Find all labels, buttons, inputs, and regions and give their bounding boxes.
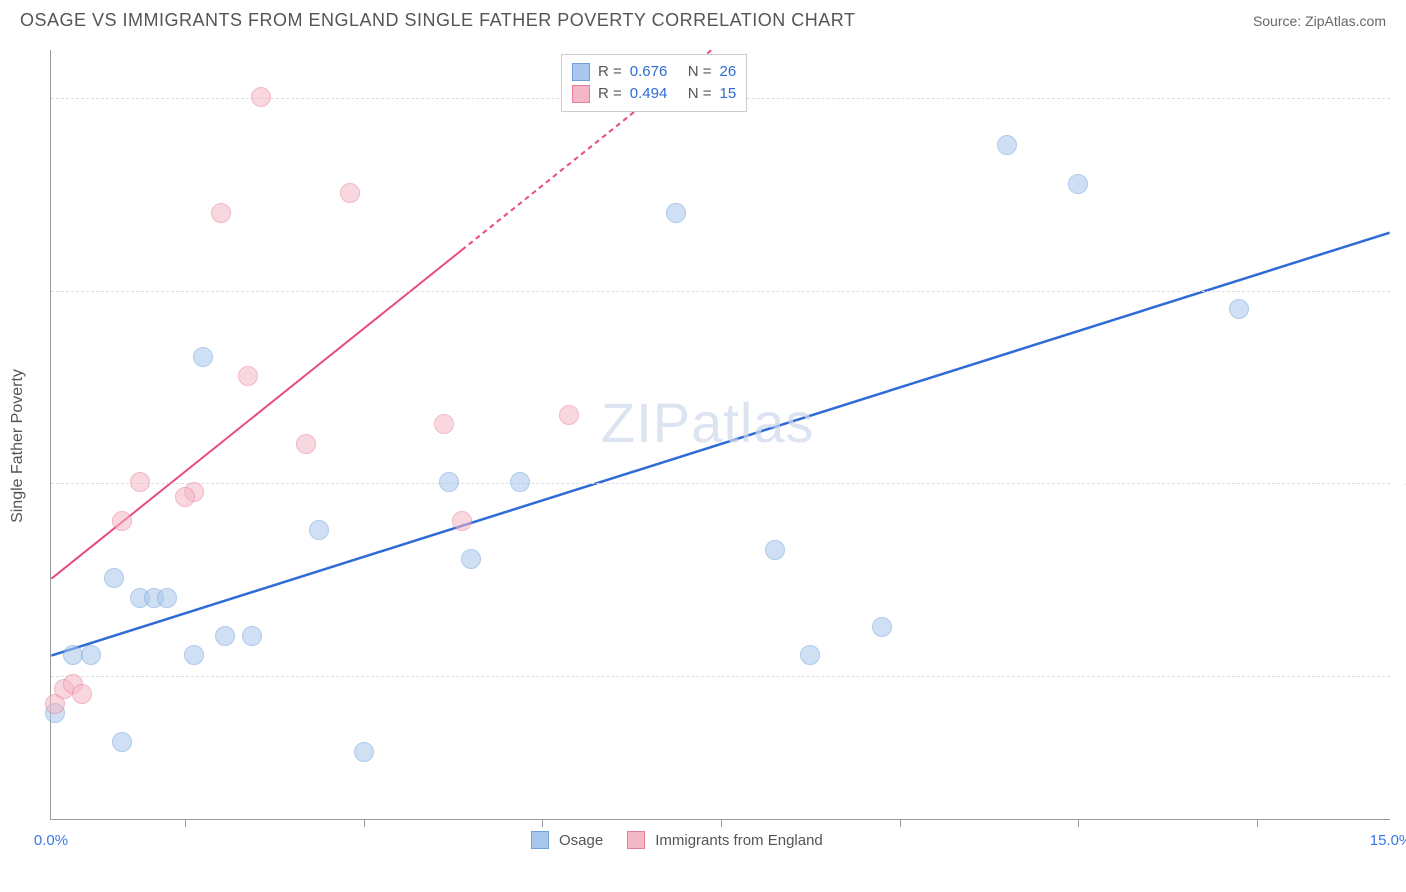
x-tick	[721, 819, 722, 827]
data-point	[309, 520, 329, 540]
source-name: ZipAtlas.com	[1305, 13, 1386, 29]
n-value: 26	[720, 61, 737, 83]
x-tick	[542, 819, 543, 827]
n-value: 15	[720, 83, 737, 105]
r-label: R =	[598, 61, 622, 83]
data-point	[242, 626, 262, 646]
data-point	[1068, 174, 1088, 194]
data-point	[997, 135, 1017, 155]
data-point	[765, 540, 785, 560]
data-point	[510, 472, 530, 492]
watermark: ZIPatlas	[601, 390, 814, 455]
data-point	[461, 549, 481, 569]
legend-label: Osage	[559, 832, 603, 849]
data-point	[296, 434, 316, 454]
data-point	[666, 203, 686, 223]
y-axis-label: Single Father Poverty	[9, 369, 27, 523]
x-tick	[364, 819, 365, 827]
n-label: N =	[688, 83, 712, 105]
data-point	[452, 511, 472, 531]
data-point	[72, 684, 92, 704]
data-point	[104, 568, 124, 588]
data-point	[439, 472, 459, 492]
legend-swatch	[627, 831, 645, 849]
data-point	[340, 183, 360, 203]
chart-title: OSAGE VS IMMIGRANTS FROM ENGLAND SINGLE …	[20, 10, 855, 31]
data-point	[211, 203, 231, 223]
data-point	[215, 626, 235, 646]
r-value: 0.676	[630, 61, 680, 83]
legend-label: Immigrants from England	[655, 832, 823, 849]
x-tick-label: 15.0%	[1370, 832, 1406, 849]
x-tick-label: 0.0%	[34, 832, 68, 849]
data-point	[157, 588, 177, 608]
data-point	[251, 87, 271, 107]
data-point	[434, 414, 454, 434]
data-point	[81, 645, 101, 665]
chart-source: Source: ZipAtlas.com	[1253, 13, 1386, 29]
data-point	[175, 487, 195, 507]
legend-stats-row: R = 0.494 N = 15	[572, 83, 736, 105]
gridline	[51, 483, 1390, 484]
legend-swatch	[572, 85, 590, 103]
x-tick	[185, 819, 186, 827]
legend-stats-row: R = 0.676 N = 26	[572, 61, 736, 83]
source-prefix: Source:	[1253, 13, 1305, 29]
x-tick	[900, 819, 901, 827]
trend-lines-layer	[51, 50, 1390, 819]
legend-stats: R = 0.676 N = 26 R = 0.494 N = 15	[561, 54, 747, 112]
data-point	[238, 366, 258, 386]
legend-swatch	[531, 831, 549, 849]
data-point	[559, 405, 579, 425]
chart-plot-area: 20.0%40.0%60.0%80.0%0.0%15.0%ZIPatlasR =…	[50, 50, 1390, 820]
r-label: R =	[598, 83, 622, 105]
n-label: N =	[688, 61, 712, 83]
data-point	[184, 645, 204, 665]
data-point	[193, 347, 213, 367]
legend-swatch	[572, 63, 590, 81]
legend-series: Osage Immigrants from England	[531, 831, 837, 849]
gridline	[51, 291, 1390, 292]
x-tick	[1257, 819, 1258, 827]
data-point	[872, 617, 892, 637]
r-value: 0.494	[630, 83, 680, 105]
data-point	[800, 645, 820, 665]
data-point	[112, 732, 132, 752]
gridline	[51, 676, 1390, 677]
data-point	[112, 511, 132, 531]
data-point	[1229, 299, 1249, 319]
x-tick	[1078, 819, 1079, 827]
data-point	[130, 472, 150, 492]
data-point	[354, 742, 374, 762]
